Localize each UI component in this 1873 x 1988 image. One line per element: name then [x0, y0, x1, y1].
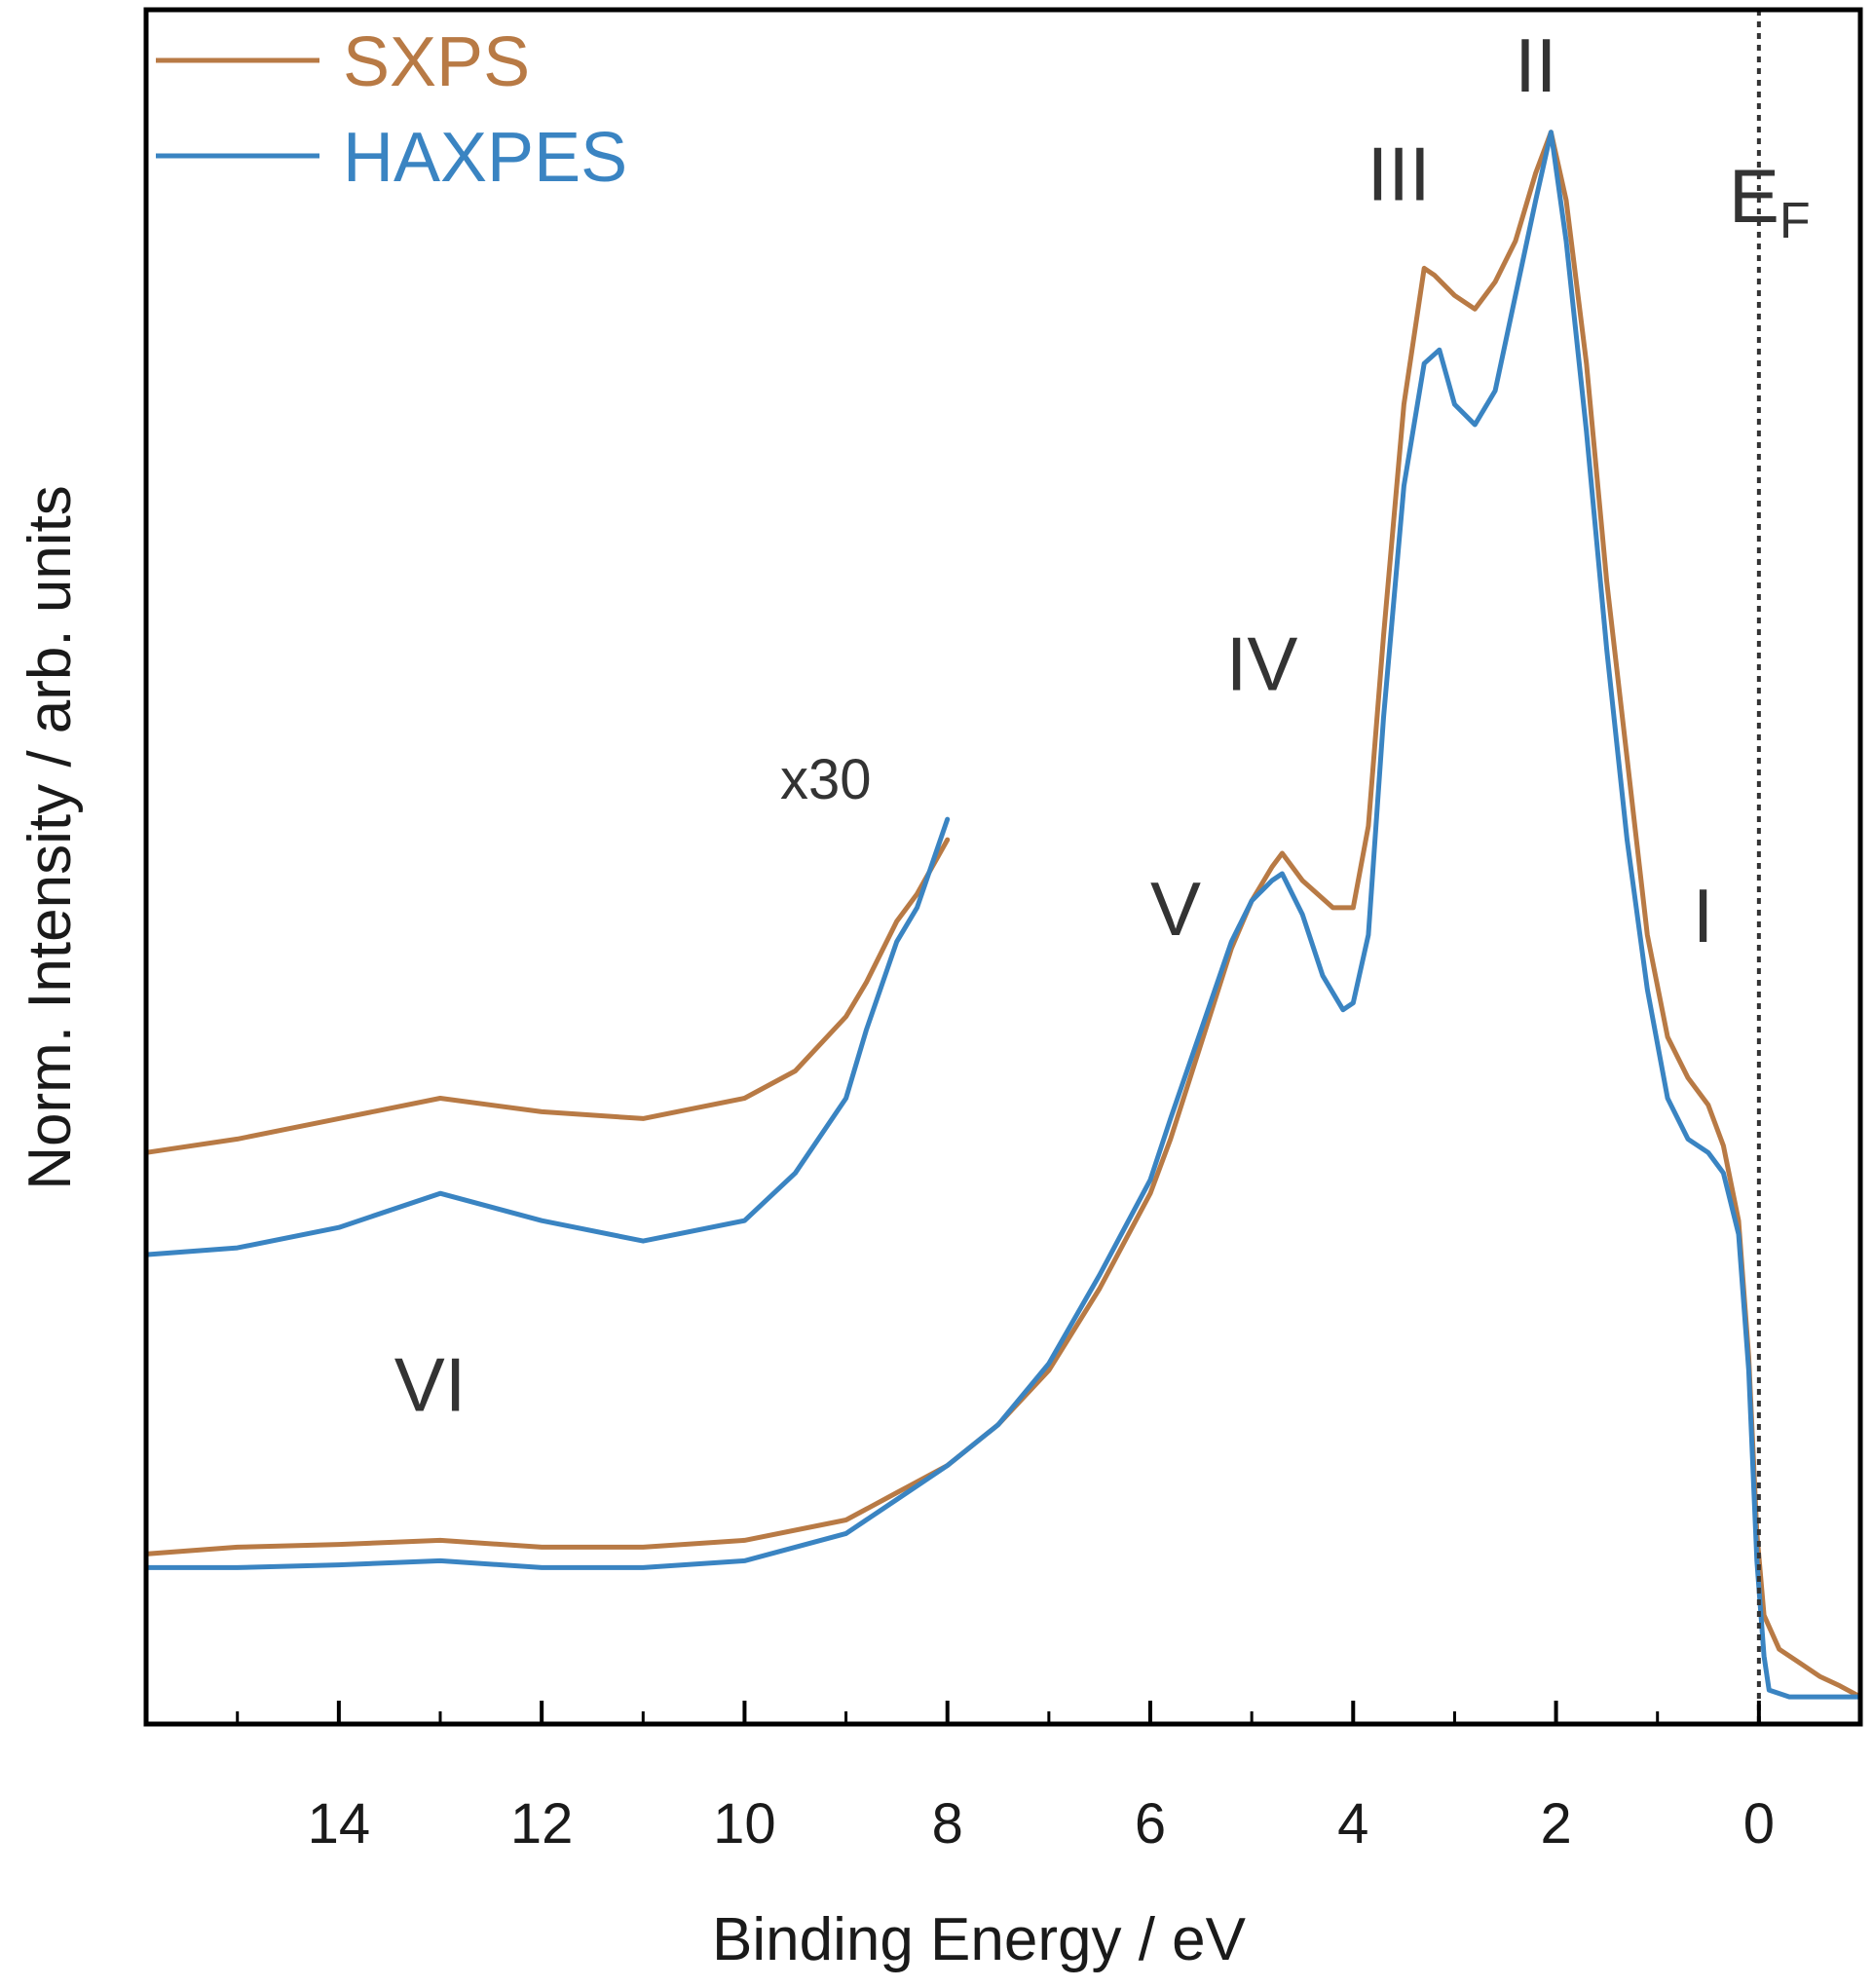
- series-line-haxpes: [143, 130, 1863, 1700]
- plot-frame: [143, 7, 1863, 1727]
- x-tick-label: 4: [1337, 1792, 1368, 1856]
- peak-label-v: V: [1150, 866, 1201, 952]
- legend-label: SXPS: [343, 23, 530, 101]
- legend-label: HAXPES: [343, 119, 627, 197]
- fermi-level-label: EF: [1729, 153, 1811, 249]
- scale-factor-note: x30: [780, 748, 872, 811]
- annotations: x30: [780, 748, 872, 811]
- peak-label-iv: IV: [1226, 620, 1298, 706]
- series-line-sxps: [143, 130, 1863, 1700]
- fermi-level-layer: EF: [1729, 10, 1811, 1724]
- y-axis-title: Norm. Intensity / arb. units: [17, 485, 84, 1190]
- spectra-curves: [143, 130, 1863, 1700]
- x-tick-label: 10: [713, 1792, 776, 1856]
- x-tick-label: 8: [932, 1792, 963, 1856]
- x-tick-label: 14: [308, 1792, 371, 1856]
- x-tick-label: 12: [510, 1792, 574, 1856]
- peak-label-iii: III: [1367, 131, 1431, 217]
- series-line-sxps-x30: [143, 837, 951, 1155]
- x-axis-title: Binding Energy / eV: [712, 1906, 1247, 1973]
- legend: SXPS HAXPES: [156, 23, 627, 197]
- peak-label-vi: VI: [394, 1342, 467, 1428]
- fermi-level-subscript: F: [1779, 193, 1811, 249]
- peak-label-i: I: [1693, 873, 1714, 958]
- x-tick-label: 0: [1743, 1792, 1775, 1856]
- x-tick-label: 6: [1135, 1792, 1166, 1856]
- x-tick-label: 2: [1540, 1792, 1571, 1856]
- x-axis-ticks: [236, 1701, 1862, 1724]
- x-axis-tick-labels: 14 12 10 8 6 4 2 0: [308, 1792, 1775, 1856]
- peak-label-ii: II: [1515, 22, 1556, 108]
- series-line-haxpes-x30: [143, 816, 951, 1257]
